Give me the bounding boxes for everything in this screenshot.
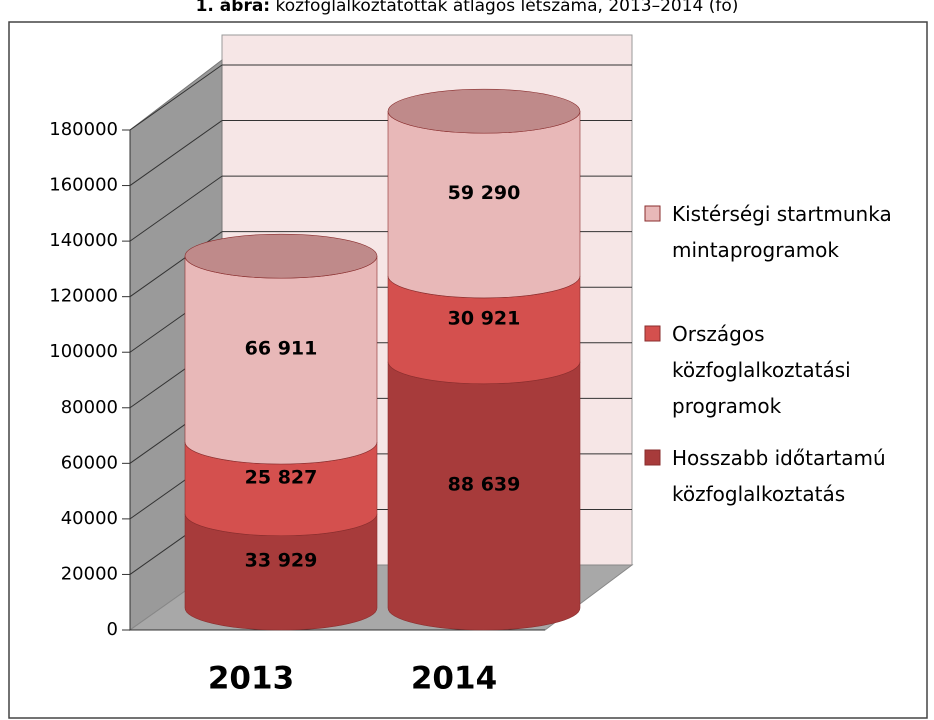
grid-line xyxy=(129,175,223,242)
y-tick-label: 140000 xyxy=(49,230,118,251)
legend-label: Hosszabb időtartamú közfoglalkoztatás xyxy=(672,446,886,506)
grid-line xyxy=(129,120,223,186)
value-label: 88 639 xyxy=(448,473,521,495)
bar-segment xyxy=(387,361,581,631)
legend-swatch xyxy=(644,205,661,222)
bar-segment xyxy=(387,111,581,299)
title-text: közfoglalkoztatottak átlagos létszáma, 2… xyxy=(276,0,739,16)
y-tick-label: 180000 xyxy=(49,119,118,140)
bar-segment xyxy=(184,256,378,465)
legend-label: Kistérségi startmunka mintaprogramok xyxy=(672,202,892,262)
y-tick-label: 100000 xyxy=(49,341,118,362)
value-label: 30 921 xyxy=(448,307,521,329)
x-tick-label: 2013 xyxy=(208,661,294,697)
y-tick-label: 0 xyxy=(107,619,118,640)
figure-label: 1. ábra: xyxy=(196,0,271,16)
bar-cap xyxy=(387,88,581,134)
value-label: 66 911 xyxy=(245,338,318,360)
y-tick-label: 160000 xyxy=(49,175,118,196)
legend-swatch xyxy=(644,325,661,342)
value-label: 33 929 xyxy=(245,549,318,571)
grid-line xyxy=(129,64,223,131)
x-tick-label: 2014 xyxy=(411,661,497,697)
chart-title: 1. ábra: közfoglalkoztatottak átlagos lé… xyxy=(196,0,739,16)
y-tick-label: 40000 xyxy=(61,508,118,529)
y-tick-label: 60000 xyxy=(61,452,118,473)
y-tick-label: 120000 xyxy=(49,286,118,307)
y-tick-label: 80000 xyxy=(61,397,118,418)
legend-label: Országos közfoglalkoztatási programok xyxy=(672,322,851,418)
y-tick-label: 20000 xyxy=(61,563,118,584)
bar-cap xyxy=(184,233,378,279)
value-label: 25 827 xyxy=(245,466,318,488)
legend-swatch xyxy=(644,449,661,466)
value-label: 59 290 xyxy=(448,182,521,204)
